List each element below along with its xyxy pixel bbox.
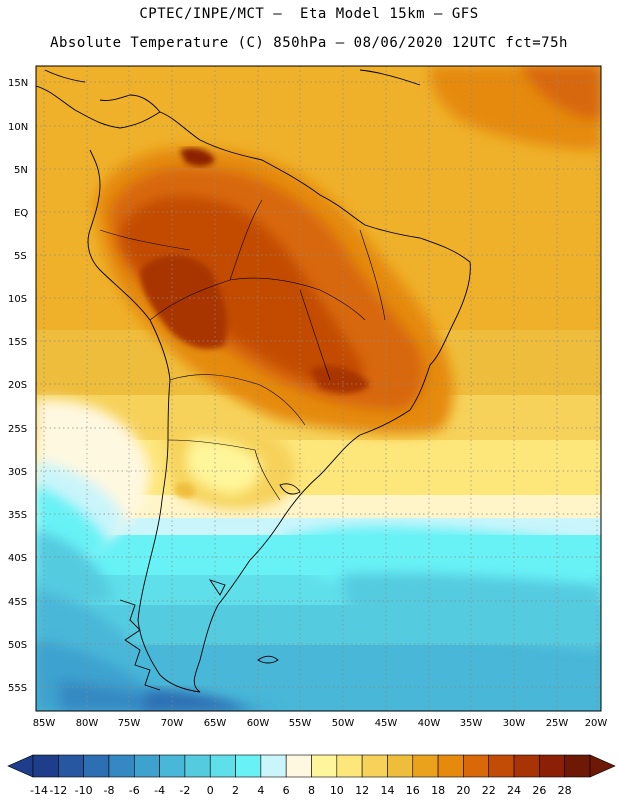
lat-axis: 15N 10N 5N EQ 5S 10S 15S 20S 25S 30S 35S…	[8, 78, 28, 694]
lon-label: 40W	[418, 718, 441, 729]
colorbar-swatch	[159, 754, 186, 778]
lat-label: 5S	[14, 251, 27, 262]
colorbar-swatch	[83, 754, 110, 778]
lat-label: 45S	[8, 597, 27, 608]
lat-label: 30S	[8, 467, 27, 478]
lat-label: 5N	[14, 165, 28, 176]
colorbar-swatch	[513, 754, 540, 778]
colorbar-label: 26	[532, 784, 546, 797]
lat-label: 15S	[8, 337, 27, 348]
lon-label: 35W	[460, 718, 483, 729]
temperature-field	[36, 66, 601, 711]
lat-label: 10S	[8, 294, 27, 305]
colorbar-swatch	[32, 754, 59, 778]
lon-label: 85W	[33, 718, 56, 729]
colorbar-max-arrow	[589, 754, 616, 778]
colorbar-swatch	[488, 754, 515, 778]
colorbar-swatch	[184, 754, 211, 778]
country-borders	[99, 199, 386, 501]
colorbar-min-arrow	[7, 754, 34, 778]
map-title-line1: CPTEC/INPE/MCT – Eta Model 15km – GFS	[139, 6, 479, 22]
colorbar-label: 22	[482, 784, 496, 797]
colorbar-label: -14	[30, 784, 48, 797]
lat-label: 25S	[8, 424, 27, 435]
lon-label: 55W	[289, 718, 312, 729]
lon-label: 20W	[585, 718, 608, 729]
colorbar-label: 16	[406, 784, 420, 797]
colorbar-swatch	[412, 754, 439, 778]
colorbar-label: 0	[207, 784, 214, 797]
colorbar-label: 20	[456, 784, 470, 797]
colorbar-swatch	[336, 754, 363, 778]
colorbar-label: 28	[558, 784, 572, 797]
colorbar-label: 14	[380, 784, 394, 797]
lat-label: 10N	[8, 122, 28, 133]
lon-label: 70W	[161, 718, 184, 729]
colorbar-swatch	[437, 754, 464, 778]
lat-label: 15N	[8, 78, 28, 89]
colorbar-label: -6	[129, 784, 140, 797]
lat-label: 35S	[8, 510, 27, 521]
lat-label: 20S	[8, 380, 27, 391]
lat-label: 40S	[8, 553, 27, 564]
lon-axis: 85W 80W 75W 70W 65W 60W 55W 50W 45W 40W …	[33, 718, 608, 729]
colorbar-swatch	[209, 754, 236, 778]
map-frame	[35, 65, 602, 712]
colorbar-label: 18	[431, 784, 445, 797]
colorbar-label: -8	[103, 784, 114, 797]
colorbar-swatch	[260, 754, 287, 778]
colorbar-swatch	[285, 754, 312, 778]
colorbar-label: -2	[179, 784, 190, 797]
colorbar: -14 -12 -10 -8 -6 -4 -2 0 2 4 6 8 10 12 14 16 18 20 22 24 26…	[7, 754, 616, 797]
colorbar-label: -4	[154, 784, 165, 797]
colorbar-swatch	[58, 754, 84, 778]
colorbar-swatch	[108, 754, 135, 778]
colorbar-swatch	[133, 754, 160, 778]
colorbar-label: 10	[330, 784, 344, 797]
lon-label: 65W	[204, 718, 227, 729]
lat-label: EQ	[14, 208, 28, 219]
colorbar-swatch	[564, 754, 591, 778]
lon-label: 75W	[118, 718, 141, 729]
lon-label: 50W	[332, 718, 355, 729]
colorbar-label: 24	[507, 784, 521, 797]
colorbar-label: 2	[232, 784, 239, 797]
colorbar-swatch	[235, 754, 262, 778]
colorbar-label: 4	[257, 784, 264, 797]
colorbar-swatch	[387, 754, 414, 778]
lat-label: 50S	[8, 640, 27, 651]
colorbar-label: 6	[283, 784, 290, 797]
colorbar-swatch	[361, 754, 388, 778]
colorbar-label: -12	[49, 784, 67, 797]
lat-label: 55S	[8, 683, 27, 694]
map-title-line2: Absolute Temperature (C) 850hPa – 08/06/…	[50, 35, 568, 51]
coastlines	[36, 69, 471, 693]
colorbar-label: 12	[355, 784, 369, 797]
lon-label: 30W	[503, 718, 526, 729]
lon-label: 25W	[546, 718, 569, 729]
colorbar-swatch	[539, 754, 565, 778]
lon-label: 60W	[247, 718, 270, 729]
colorbar-swatch	[463, 754, 490, 778]
colorbar-label: 8	[308, 784, 315, 797]
lon-label: 45W	[375, 718, 398, 729]
lon-label: 80W	[76, 718, 99, 729]
colorbar-swatch	[311, 754, 338, 778]
colorbar-label: -10	[75, 784, 93, 797]
